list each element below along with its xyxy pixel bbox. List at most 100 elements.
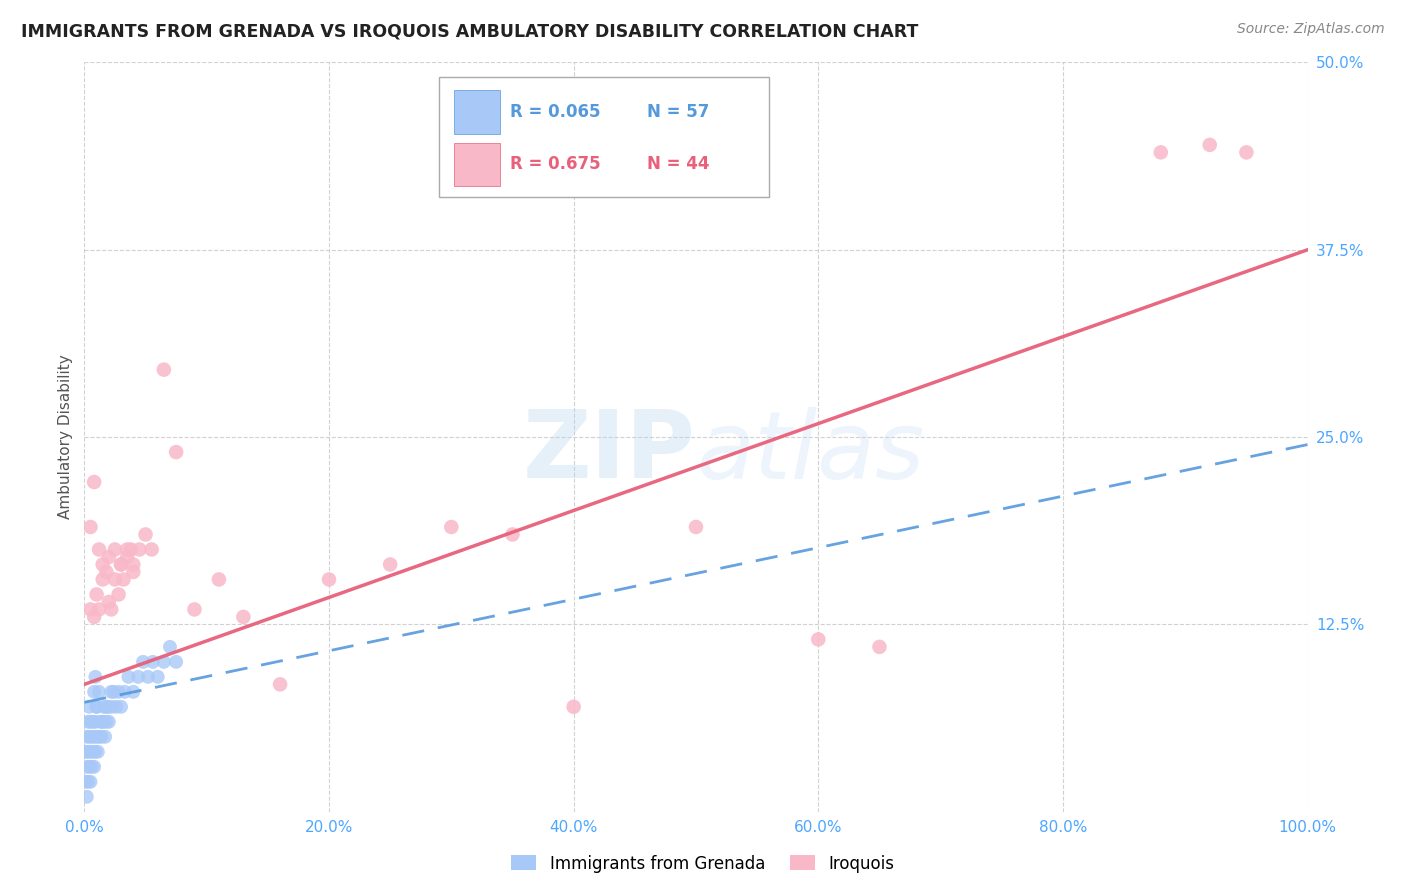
Point [83,475,105,489]
Text: atlas: atlas [696,407,924,498]
Point [84,670,107,684]
Point [132,655,155,669]
Point [75,745,97,759]
Point [115,549,138,564]
Point [117,670,139,684]
Point [87,745,110,759]
Point [86,699,108,714]
Point [685,520,707,534]
FancyBboxPatch shape [454,143,501,186]
Point [165,445,187,459]
Point [79,520,101,534]
Point [127,670,149,684]
Point [122,685,145,699]
Point [107,685,129,699]
Point [232,610,254,624]
Point [79,774,101,789]
Point [153,362,176,376]
Point [77,714,100,729]
Point [869,640,891,654]
Point [110,699,132,714]
Point [82,745,104,759]
Text: R = 0.675: R = 0.675 [510,155,600,173]
Point [84,714,107,729]
Point [183,602,205,616]
Point [112,573,135,587]
Point [94,730,117,744]
Text: Source: ZipAtlas.com: Source: ZipAtlas.com [1237,22,1385,37]
Point [110,558,132,572]
Point [89,714,111,729]
Point [165,655,187,669]
Point [1198,137,1220,152]
Point [380,558,402,572]
Text: R = 0.065: R = 0.065 [510,103,600,121]
Point [76,760,98,774]
Point [97,714,120,729]
Text: IMMIGRANTS FROM GRENADA VS IROQUOIS AMBULATORY DISABILITY CORRELATION CHART: IMMIGRANTS FROM GRENADA VS IROQUOIS AMBU… [21,22,918,40]
Point [87,602,110,616]
Point [122,558,145,572]
Point [91,558,114,572]
FancyBboxPatch shape [439,78,769,197]
Point [104,542,127,557]
Point [440,520,463,534]
Point [97,595,120,609]
Point [96,699,118,714]
Point [86,699,108,714]
Point [77,760,100,774]
FancyBboxPatch shape [454,90,501,134]
Point [269,677,291,691]
Point [77,730,100,744]
Point [120,542,142,557]
Point [77,745,100,759]
Point [104,573,127,587]
Point [97,549,120,564]
Point [135,527,157,541]
Point [1236,145,1258,160]
Point [96,565,118,579]
Point [208,573,231,587]
Point [142,655,165,669]
Point [83,610,105,624]
Point [502,527,524,541]
Text: N = 44: N = 44 [647,155,710,173]
Point [93,699,115,714]
Legend: Immigrants from Grenada, Iroquois: Immigrants from Grenada, Iroquois [505,848,901,880]
Point [77,699,100,714]
Text: ZIP: ZIP [523,406,696,498]
Point [146,670,169,684]
Point [153,655,176,669]
Point [76,730,98,744]
Point [91,714,114,729]
Point [86,587,108,601]
Point [100,685,122,699]
Y-axis label: Ambulatory Disability: Ambulatory Disability [58,355,73,519]
Point [159,640,181,654]
Point [122,565,145,579]
Point [110,558,132,572]
Point [84,745,107,759]
Point [80,730,103,744]
Point [87,542,110,557]
Point [100,699,122,714]
Point [318,573,340,587]
Point [77,774,100,789]
Point [79,714,101,729]
Point [79,602,101,616]
Point [91,714,114,729]
Point [76,789,98,804]
Point [103,685,125,699]
Point [86,730,108,744]
Point [83,760,105,774]
Point [83,685,105,699]
Point [807,632,830,647]
Point [79,745,101,759]
Point [87,685,110,699]
Text: N = 57: N = 57 [647,103,710,121]
Point [107,587,129,601]
Point [114,685,136,699]
Point [141,542,163,557]
Point [562,699,585,714]
Point [82,714,104,729]
